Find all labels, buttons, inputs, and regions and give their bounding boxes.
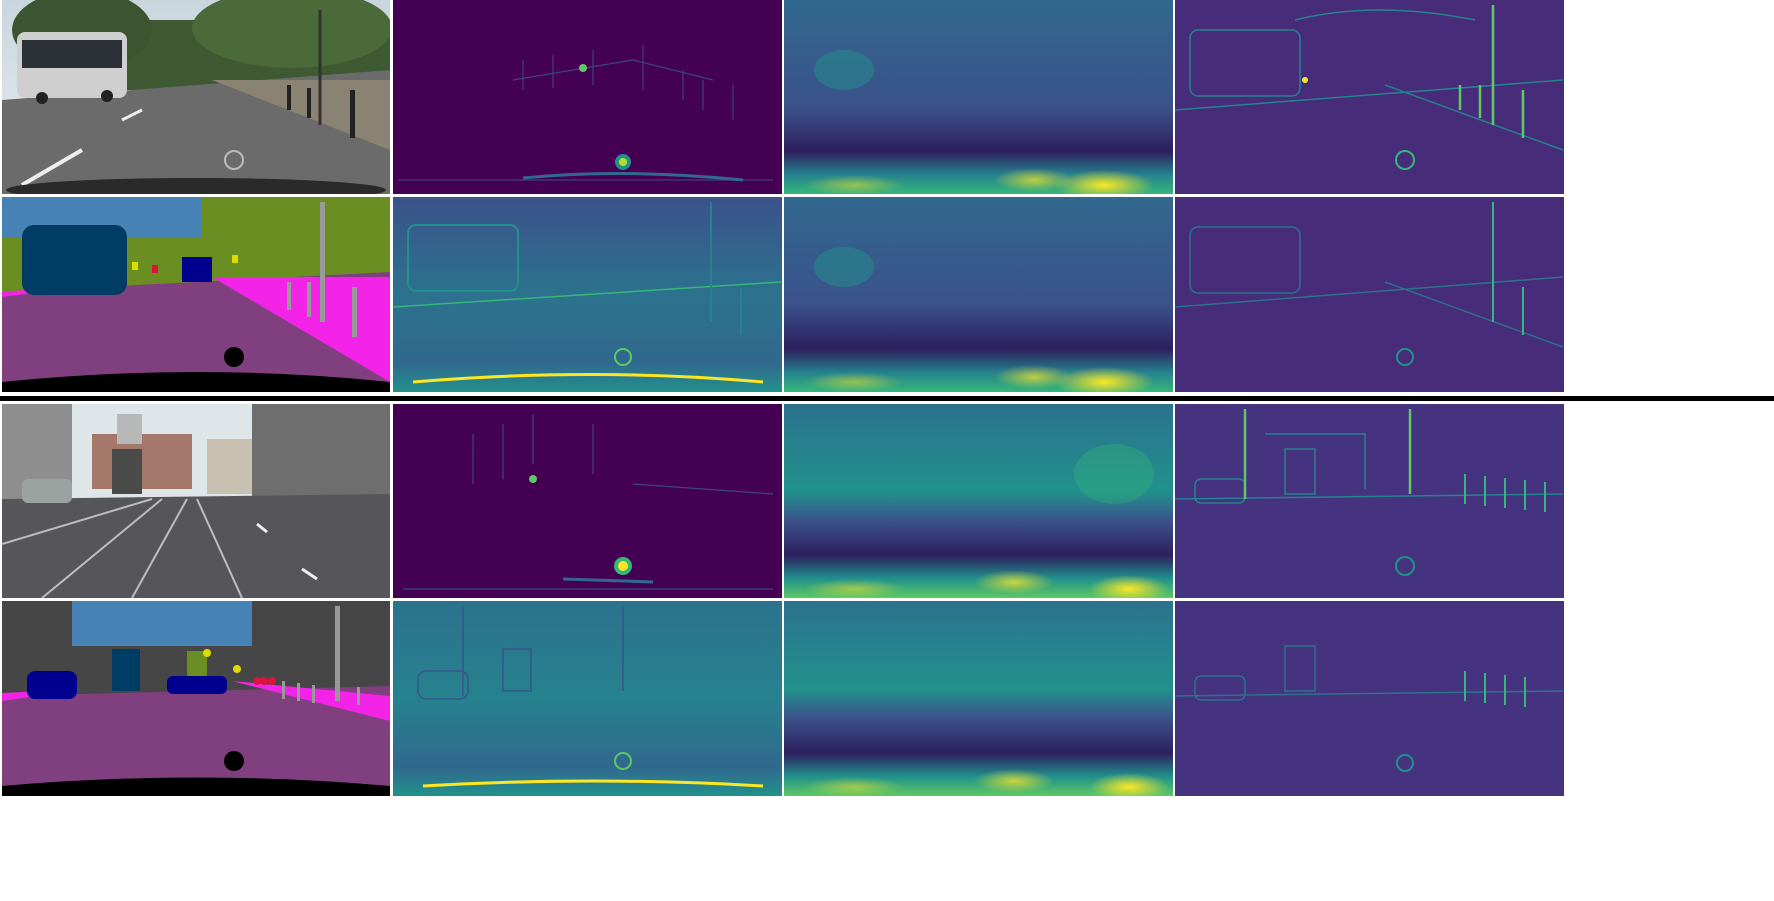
scene1-heatmap-textured [393,197,782,392]
scene1-street-photo [2,0,390,194]
scene1-heatmap-edges [1175,0,1564,194]
scene2-heatmap-sparse [393,404,782,598]
scene2-heatmap-smooth [784,404,1173,598]
scene1-heatmap-sparse [393,0,782,194]
scene2-street-photo [2,404,390,598]
scene1-heatmap-smooth-2 [784,197,1173,392]
group-separator [0,396,1774,401]
scene1-heatmap-smooth [784,0,1173,194]
scene2-semantic-labels [2,601,390,796]
scene2-heatmap-textured [393,601,782,796]
scene2-heatmap-edges [1175,404,1564,598]
scene2-heatmap-edges-2 [1175,601,1564,796]
scene1-heatmap-edges-2 [1175,197,1564,392]
scene1-semantic-labels [2,197,390,392]
scene2-heatmap-smooth-2 [784,601,1173,796]
